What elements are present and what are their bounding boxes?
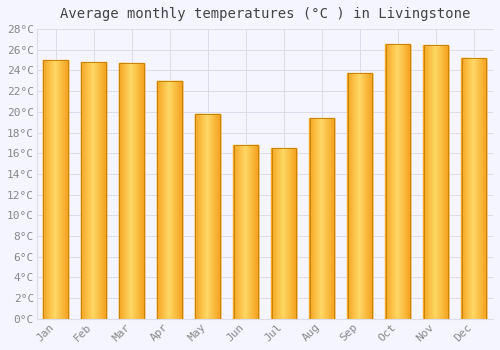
Bar (424, 44, 448, 319)
Bar (310, 118, 334, 319)
Bar (462, 58, 486, 319)
Title: Average monthly temperatures (°C ) in Livingstone: Average monthly temperatures (°C ) in Li… (60, 7, 470, 21)
Bar (120, 63, 144, 319)
Bar (234, 145, 258, 319)
Bar (82, 62, 106, 319)
Bar (158, 81, 182, 319)
Bar (196, 114, 220, 319)
Bar (44, 60, 68, 319)
Bar (386, 43, 410, 319)
Bar (272, 148, 296, 319)
Bar (348, 72, 372, 319)
